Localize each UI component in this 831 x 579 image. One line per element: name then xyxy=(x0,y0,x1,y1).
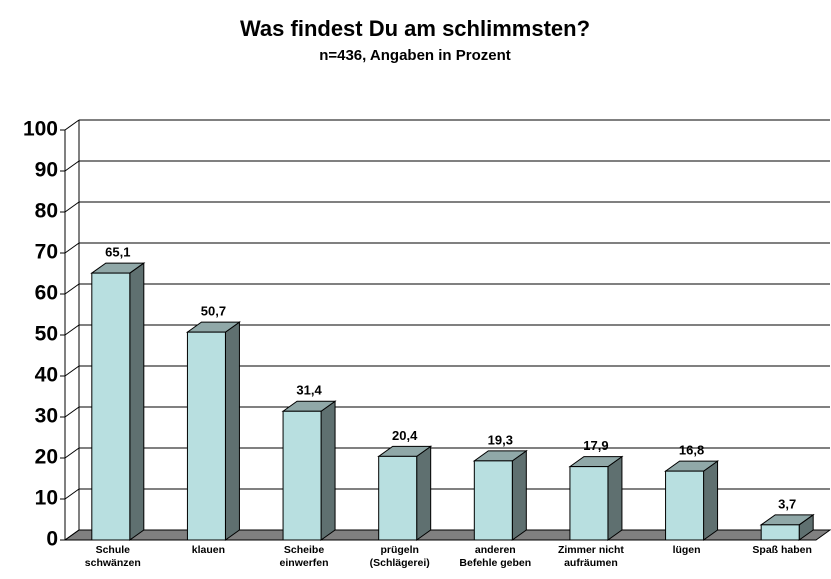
bar-front xyxy=(760,524,800,541)
bar-side xyxy=(320,400,336,541)
grid-line-side xyxy=(64,447,80,459)
bar-front xyxy=(569,466,609,541)
bar-front xyxy=(378,455,418,541)
value-label: 65,1 xyxy=(105,245,130,260)
grid-line-side xyxy=(64,324,80,336)
bar xyxy=(281,400,337,541)
grid-line-side xyxy=(64,201,80,213)
grid-line-side xyxy=(64,160,80,172)
y-tick-label: 70 xyxy=(35,241,58,264)
bar-side xyxy=(416,445,432,541)
y-tick-label: 100 xyxy=(23,118,58,141)
grid-line-side xyxy=(64,119,80,131)
y-tick-label: 0 xyxy=(46,528,58,551)
x-tick-label: anderen Befehle geben xyxy=(459,544,532,569)
value-label: 16,8 xyxy=(679,443,704,458)
bar-side xyxy=(607,455,623,541)
value-label: 50,7 xyxy=(201,304,226,319)
x-tick-label: prügeln (Schlägerei) xyxy=(369,544,430,569)
bar-side xyxy=(224,321,240,541)
grid-line-side xyxy=(64,488,80,500)
bar xyxy=(472,449,528,541)
grid-line-side xyxy=(64,283,80,295)
x-tick-label: Schule schwänzen xyxy=(84,544,141,569)
value-label: 20,4 xyxy=(392,428,418,443)
grid-line-side xyxy=(64,365,80,377)
x-tick-label: Scheibe einwerfen xyxy=(279,544,329,569)
value-label: 3,7 xyxy=(778,496,796,511)
value-label: 31,4 xyxy=(296,383,322,398)
value-label: 19,3 xyxy=(488,432,513,447)
bar-front xyxy=(91,272,131,541)
y-tick-label: 50 xyxy=(35,323,58,346)
bar xyxy=(377,445,433,541)
value-label: 17,9 xyxy=(583,438,608,453)
bar xyxy=(664,460,720,541)
x-tick-label: klauen xyxy=(191,544,226,556)
bar-front xyxy=(186,331,226,541)
bar-side xyxy=(703,460,719,541)
bar-side xyxy=(511,449,527,541)
x-tick-label: lügen xyxy=(672,544,701,556)
x-tick-label: Zimmer nicht aufräumen xyxy=(557,544,624,569)
y-tick-label: 30 xyxy=(35,405,58,428)
grid-line-side xyxy=(64,242,80,254)
chart-title: Was findest Du am schlimmsten? xyxy=(240,16,590,41)
bar-front xyxy=(282,410,322,541)
grid-line-side xyxy=(64,406,80,418)
y-tick-label: 40 xyxy=(35,364,58,387)
y-tick-label: 20 xyxy=(35,446,58,469)
y-tick-label: 80 xyxy=(35,200,58,223)
y-tick-label: 60 xyxy=(35,282,58,305)
bar-front xyxy=(473,460,513,541)
x-tick-label: Spaß haben xyxy=(752,544,812,556)
chart-subtitle: n=436, Angaben in Prozent xyxy=(319,47,511,64)
bar xyxy=(759,513,815,541)
y-tick-label: 10 xyxy=(35,487,58,510)
bar xyxy=(568,455,624,541)
grid-line-side xyxy=(64,529,80,541)
bar-front xyxy=(665,470,705,541)
bar xyxy=(185,321,241,541)
y-tick-label: 90 xyxy=(35,159,58,182)
bar xyxy=(90,262,146,541)
bar-side xyxy=(129,262,145,541)
